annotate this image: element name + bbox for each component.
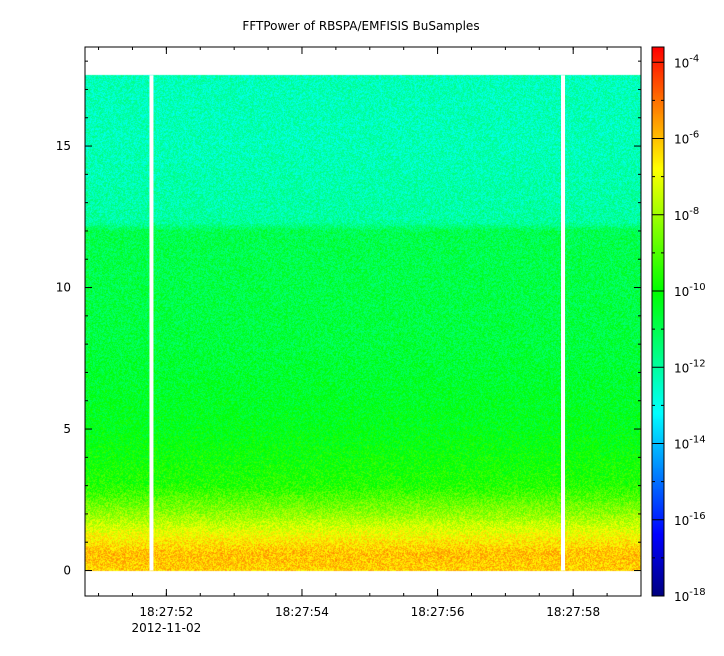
colorbar-tick-label: 10-4 (674, 53, 699, 70)
colorbar-gradient (652, 47, 664, 596)
colorbar-tick-exponent: -18 (689, 587, 705, 598)
colorbar-tick-label: 10-6 (674, 130, 699, 147)
colorbar-tick-base: 10 (674, 590, 689, 604)
spectrogram-heatmap (85, 47, 641, 596)
colorbar-tick-base: 10 (674, 361, 689, 375)
colorbar-tick-label: 10-16 (674, 511, 706, 528)
x-tick-date-label: 2012-11-02 (131, 621, 201, 635)
x-axis: 18:27:52 2012-11-02 18:27:54 18:27:56 18:27:… (98, 47, 608, 635)
y-tick-label: 15 (56, 139, 71, 153)
y-tick-label: 0 (63, 564, 71, 578)
colorbar-tick-exponent: -4 (689, 53, 699, 64)
colorbar-tick-base: 10 (674, 56, 689, 70)
colorbar-tick-exponent: -16 (689, 511, 705, 522)
colorbar-tick-base: 10 (674, 133, 689, 147)
y-tick-label: 5 (63, 422, 71, 436)
colorbar-tick-label: 10-12 (674, 358, 706, 375)
y-axis: 0 5 10 15 (56, 60, 641, 578)
x-tick-label: 18:27:52 (139, 605, 193, 619)
x-tick-label: 18:27:54 (275, 605, 329, 619)
colorbar-tick-base: 10 (674, 514, 689, 528)
colorbar-tick-exponent: -14 (689, 435, 705, 446)
colorbar-tick-base: 10 (674, 209, 689, 223)
colorbar-tick-exponent: -10 (689, 282, 705, 293)
colorbar-tick-base: 10 (674, 285, 689, 299)
colorbar-tick-exponent: -8 (689, 206, 699, 217)
y-tick-label: 10 (56, 281, 71, 295)
colorbar-tick-label: 10-8 (674, 206, 699, 223)
colorbar-tick-label: 10-14 (674, 435, 706, 452)
colorbar-tick-base: 10 (674, 438, 689, 452)
data-gap (561, 75, 566, 571)
data-gap (149, 75, 154, 571)
x-tick-label: 18:27:58 (546, 605, 600, 619)
colorbar-tick-exponent: -6 (689, 130, 699, 141)
colorbar-tick-label: 10-10 (674, 282, 706, 299)
chart-title: FFTPower of RBSPA/EMFISIS BuSamples (242, 19, 479, 33)
plot-frame (84, 46, 642, 597)
spectrogram-plot-area: 18:27:52 2012-11-02 18:27:54 18:27:56 18:27:… (56, 46, 642, 635)
data-gaps (149, 75, 566, 571)
colorbar-tick-exponent: -12 (689, 358, 705, 369)
colorbar-tick-label: 10-18 (674, 587, 706, 604)
x-tick-label: 18:27:56 (411, 605, 465, 619)
